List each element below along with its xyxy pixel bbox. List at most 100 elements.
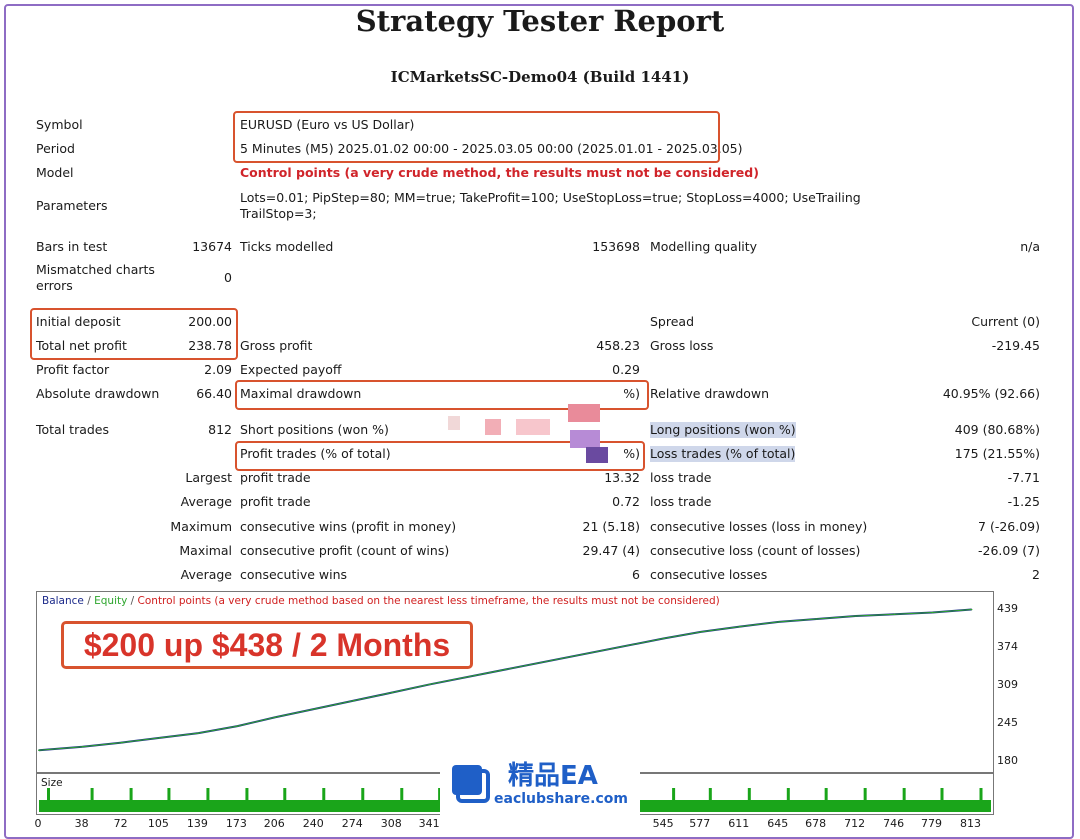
- data-point-equity: [663, 637, 665, 640]
- data-point-equity: [197, 732, 200, 734]
- ticks-label: Ticks modelled: [240, 239, 334, 254]
- data-point-equity: [274, 716, 277, 719]
- short-positions-label: Short positions (won %): [240, 422, 389, 437]
- mismatch-value: 0: [224, 270, 232, 285]
- total-trades-label: Total trades: [36, 422, 110, 437]
- row-prefix: Average: [180, 494, 232, 509]
- size-bar: [824, 788, 828, 800]
- data-point-equity: [854, 615, 857, 617]
- row-left-value: 29.47 (4): [582, 543, 640, 558]
- censor-blob: [516, 419, 550, 435]
- bars-label: Bars in test: [36, 239, 108, 254]
- size-bar: [322, 788, 326, 800]
- legend-control-points: Control points (a very crude method base…: [137, 595, 720, 607]
- maximal-drawdown-highlight: [235, 380, 649, 410]
- data-point-equity: [38, 749, 40, 752]
- ticks-value: 153698: [592, 239, 640, 254]
- row-prefix: Largest: [185, 470, 232, 485]
- net-profit-label: Total net profit: [36, 338, 127, 353]
- row-right-value: -26.09 (7): [978, 543, 1040, 558]
- loss-trades-label: Loss trades (% of total): [650, 446, 796, 462]
- size-bar: [283, 788, 287, 800]
- parameters-line1: Lots=0.01; PipStep=80; MM=true; TakeProf…: [240, 190, 860, 205]
- deposit-profit-highlight: [30, 308, 238, 360]
- size-bar: [786, 788, 790, 800]
- size-bar: [438, 788, 442, 800]
- size-label: Size: [41, 777, 63, 789]
- x-tick-label: 308: [380, 817, 402, 830]
- row-right-label: loss trade: [650, 470, 712, 485]
- x-tick-label: 206: [263, 817, 285, 830]
- y-tick-label: 245: [997, 715, 1018, 729]
- promo-banner: $200 up $438 / 2 Months: [61, 621, 473, 669]
- size-bar: [206, 788, 210, 800]
- row-right-value: -1.25: [1007, 494, 1040, 509]
- symbol-label: Symbol: [36, 117, 83, 132]
- x-tick-label: 645: [767, 817, 789, 830]
- x-tick-label: 139: [186, 817, 208, 830]
- mismatch-label-2: errors: [36, 278, 73, 293]
- data-point-equity: [236, 725, 239, 727]
- symbol-value: EURUSD (Euro vs US Dollar): [240, 117, 415, 132]
- censor-blob: [568, 404, 600, 422]
- server-name: ICMarketsSC-Demo04 (Build 1441): [390, 68, 690, 86]
- row-right-value: 2: [1032, 567, 1040, 582]
- x-tick-label: 779: [921, 817, 942, 830]
- watermark-url: eaclubshare.com: [494, 791, 628, 807]
- x-tick-label: 577: [689, 817, 711, 830]
- period-label: Period: [36, 141, 75, 156]
- data-point-equity: [81, 745, 84, 748]
- profit-trades-label: Profit trades (% of total): [240, 446, 391, 461]
- size-bar: [708, 788, 712, 800]
- long-positions-label: Long positions (won %): [650, 422, 796, 438]
- symbol-period-highlight: [233, 111, 720, 163]
- legend-equity: Equity: [94, 595, 128, 607]
- y-tick-label: 309: [997, 678, 1018, 692]
- watermark: 精品EA eaclubshare.com: [440, 747, 640, 819]
- period-value: 5 Minutes (M5) 2025.01.02 00:00 - 2025.0…: [240, 141, 743, 156]
- parameters-line2: TrailStop=3;: [240, 206, 317, 221]
- gross-profit-label: Gross profit: [240, 338, 313, 353]
- profit-factor-label: Profit factor: [36, 362, 110, 377]
- row-left-value: 21 (5.18): [582, 519, 640, 534]
- row-right-value: 7 (-26.09): [978, 519, 1040, 534]
- profit-trades-highlight: [235, 441, 645, 471]
- row-left-label: profit trade: [240, 470, 311, 485]
- report-title: Strategy Tester Report: [355, 4, 725, 38]
- absolute-drawdown-label: Absolute drawdown: [36, 386, 160, 401]
- model-value: Control points (a very crude method, the…: [240, 165, 759, 180]
- expected-payoff-label: Expected payoff: [240, 362, 342, 377]
- data-point-equity: [313, 708, 316, 710]
- data-point-equity: [158, 737, 161, 739]
- row-left-label: consecutive wins (profit in money): [240, 519, 457, 534]
- gross-profit-value: 458.23: [596, 338, 640, 353]
- size-bar: [400, 788, 404, 800]
- relative-drawdown-label: Relative drawdown: [650, 386, 770, 401]
- gross-loss-label: Gross loss: [650, 338, 714, 353]
- initial-deposit-value: 200.00: [188, 314, 232, 329]
- total-trades-value: 812: [208, 422, 232, 437]
- long-positions-value: 409 (80.68%): [954, 422, 1040, 437]
- spread-value: Current (0): [971, 314, 1040, 329]
- series-line-equity: [38, 609, 972, 751]
- y-tick-label: 374: [997, 639, 1018, 653]
- quality-label: Modelling quality: [650, 239, 758, 254]
- legend-balance: Balance: [42, 595, 84, 607]
- data-point-equity: [429, 683, 431, 686]
- relative-drawdown-value: 40.95% (92.66): [942, 386, 1040, 401]
- size-bar: [747, 788, 751, 800]
- mismatch-label-1: Mismatched charts: [36, 262, 155, 277]
- censor-blob: [570, 430, 600, 448]
- size-bar: [47, 788, 50, 800]
- row-left-value: 13.32: [604, 470, 640, 485]
- size-bar: [167, 788, 171, 800]
- maximal-drawdown-value: %): [623, 386, 640, 401]
- gross-loss-value: -219.45: [991, 338, 1040, 353]
- x-tick-label: 72: [113, 817, 128, 830]
- row-left-value: 6: [632, 567, 640, 582]
- row-prefix: Maximal: [179, 543, 232, 558]
- data-point-equity: [893, 613, 896, 616]
- data-point-equity: [120, 741, 123, 744]
- bars-value: 13674: [192, 239, 232, 254]
- x-tick-label: 712: [844, 817, 866, 830]
